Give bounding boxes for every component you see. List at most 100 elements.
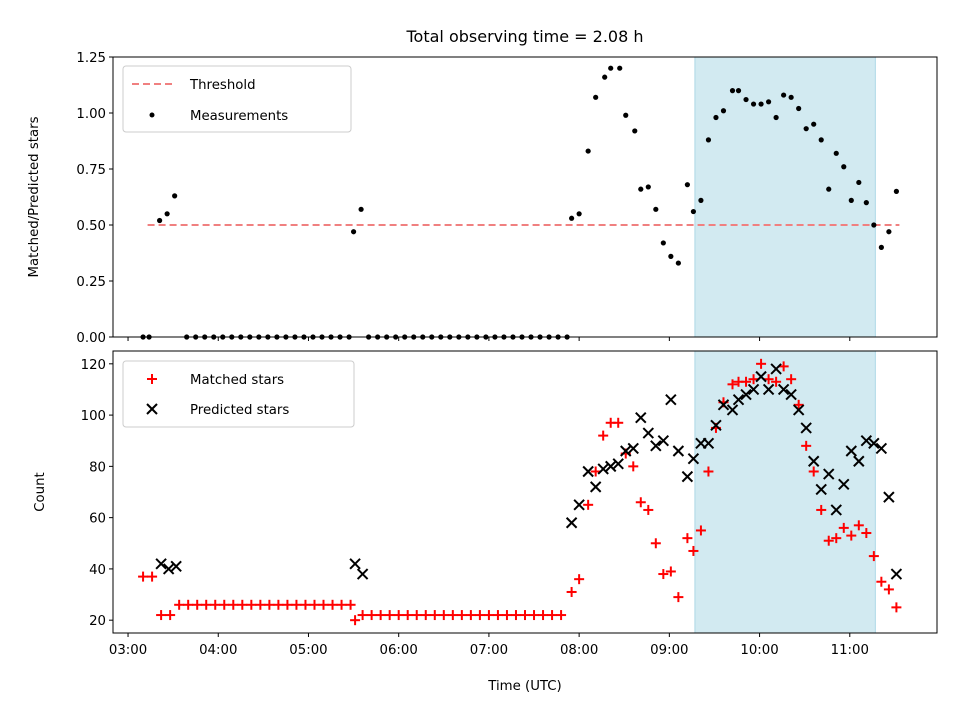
- measurement-point: [743, 96, 749, 103]
- matched-point: [237, 599, 248, 610]
- matched-point: [883, 584, 894, 595]
- top-y-tick-label: 0.00: [76, 331, 106, 346]
- matched-point: [201, 599, 212, 610]
- predicted-point: [740, 388, 752, 401]
- predicted-point: [155, 558, 167, 570]
- matched-point: [808, 466, 819, 477]
- predicted-point: [717, 399, 730, 411]
- measurement-point: [796, 105, 802, 112]
- predicted-point: [589, 481, 602, 493]
- measurement-point: [660, 240, 666, 246]
- top-y-tick-label: 0.50: [76, 219, 106, 234]
- measurement-point: [172, 193, 178, 199]
- matched-point: [255, 599, 266, 610]
- matched-point: [420, 610, 431, 621]
- measurement-point: [350, 229, 357, 235]
- top-axes-frame: [112, 56, 938, 338]
- matched-point: [300, 599, 311, 610]
- predicted-point: [732, 394, 745, 406]
- matched-point: [741, 376, 752, 387]
- predicted-point: [605, 460, 617, 473]
- predicted-point: [755, 370, 767, 383]
- measurement-point: [705, 137, 712, 143]
- measurement-point: [164, 211, 170, 217]
- bottom-y-ticks: 20 40 60 80 100 120: [81, 358, 113, 629]
- matched-point: [801, 440, 812, 451]
- matched-point: [556, 610, 567, 621]
- matched-point: [598, 430, 609, 441]
- legend-measurements-label: Measurements: [190, 109, 288, 124]
- top-shaded-span: [694, 56, 876, 338]
- figure-title: Total observing time = 2.08 h: [405, 27, 643, 46]
- measurement-point: [698, 197, 704, 203]
- matched-point: [547, 610, 558, 621]
- predicted-point: [573, 499, 585, 511]
- measurement-point: [773, 114, 779, 121]
- matched-point: [831, 533, 842, 544]
- matched-point: [264, 599, 275, 610]
- x-tick-label: 11:00: [831, 643, 869, 658]
- matched-point: [846, 530, 857, 541]
- measurement-point: [781, 92, 787, 98]
- predicted-points: [155, 363, 903, 580]
- measurement-point: [729, 88, 736, 94]
- predicted-point: [582, 465, 594, 478]
- predicted-point: [710, 419, 722, 432]
- matched-point: [438, 610, 449, 621]
- legend-threshold-label: Threshold: [189, 78, 256, 93]
- measurement-point: [623, 112, 629, 118]
- measurement-point: [617, 65, 623, 71]
- matched-point: [695, 525, 706, 536]
- predicted-point: [349, 558, 361, 570]
- predicted-point: [162, 563, 175, 575]
- legend-measurement-swatch: [149, 112, 155, 118]
- x-axis-label: Time (UTC): [487, 679, 562, 694]
- measurement-point: [668, 253, 674, 259]
- matched-point: [183, 599, 194, 610]
- measurement-point: [893, 188, 900, 194]
- matched-point: [483, 610, 494, 621]
- measurement-point: [833, 150, 839, 156]
- x-tick-label: 09:00: [650, 643, 688, 658]
- measurement-point: [585, 148, 591, 154]
- top-y-tick-label: 1.25: [76, 51, 106, 66]
- predicted-point: [883, 491, 895, 503]
- predicted-point: [597, 463, 609, 475]
- matched-point: [658, 569, 669, 580]
- predicted-point: [726, 404, 739, 416]
- measurement-point: [735, 88, 742, 94]
- matched-point: [727, 379, 738, 390]
- x-tick-label: 07:00: [470, 643, 508, 658]
- legend-predicted-swatch: [146, 403, 158, 415]
- matched-point: [613, 417, 624, 428]
- top-legend: Threshold Measurements: [122, 65, 352, 133]
- measurement-point: [871, 222, 877, 228]
- top-panel: 0.00 0.25 0.50 0.75 1.00 1.25 Matched/Predict…: [27, 51, 938, 346]
- predicted-point: [635, 411, 647, 424]
- measurement-point: [608, 65, 614, 71]
- matched-point: [583, 499, 594, 510]
- predicted-point: [665, 394, 677, 406]
- bottom-x-ticks: 03:00 04:00 05:00 06:00 07:00 08:00 09:00 10:00…: [109, 633, 869, 658]
- measurement-point: [569, 215, 575, 221]
- matched-point: [474, 610, 485, 621]
- predicted-point: [170, 560, 182, 573]
- x-tick-label: 06:00: [380, 643, 418, 658]
- matched-point: [628, 461, 639, 472]
- measurement-point: [863, 200, 869, 206]
- matched-point: [861, 528, 872, 539]
- matched-point: [447, 610, 458, 621]
- predicted-point: [627, 442, 639, 455]
- predicted-point: [853, 455, 865, 467]
- matched-point: [510, 610, 521, 621]
- matched-points: [138, 358, 902, 626]
- predicted-point: [565, 517, 578, 529]
- matched-point: [763, 374, 774, 385]
- matched-point: [138, 571, 149, 582]
- measurement-point: [675, 260, 681, 266]
- bottom-legend: Matched stars Predicted stars: [122, 360, 355, 428]
- predicted-point: [823, 468, 835, 480]
- bottom-legend-box: [122, 360, 355, 428]
- bottom-y-tick-label: 80: [89, 460, 106, 475]
- matched-point: [318, 599, 329, 610]
